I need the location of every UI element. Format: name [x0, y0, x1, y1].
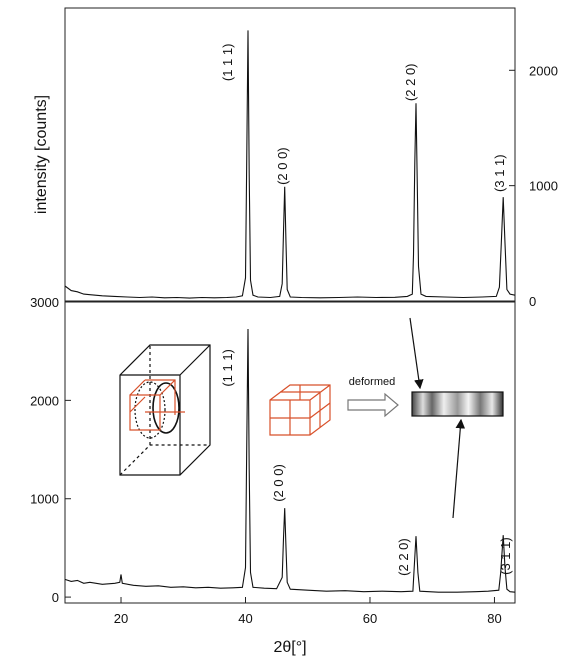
- y-tick-label: 3000: [30, 295, 59, 310]
- y-tick-label: 1000: [30, 492, 59, 507]
- peak-label: (3 1 1): [498, 537, 513, 575]
- y-tick-label: 0: [52, 590, 59, 605]
- plot-frame: [64, 301, 516, 604]
- line: [64, 328, 516, 593]
- peak-label: (1 1 1): [220, 44, 235, 82]
- y2-tick-label: 0: [529, 294, 536, 309]
- x-tick-label: 40: [238, 611, 252, 626]
- peak-label: (1 1 1): [220, 349, 235, 387]
- x-tick-label: 20: [114, 611, 128, 626]
- inset-label: deformed: [349, 376, 395, 388]
- y-axis-label: intensity [counts]: [33, 95, 50, 214]
- peak-label: (2 0 0): [271, 464, 286, 502]
- plot-frame: [64, 7, 516, 302]
- x-tick-label: 60: [363, 611, 377, 626]
- y2-tick-label: 1000: [529, 179, 558, 194]
- x-tick-label: 80: [487, 611, 501, 626]
- peak-label: (2 2 0): [396, 538, 411, 576]
- inset-diagram: [119, 317, 504, 519]
- peak-label: (3 1 1): [492, 154, 507, 192]
- peak-label: (2 2 0): [403, 63, 418, 101]
- y-tick-label: 2000: [30, 393, 59, 408]
- x-axis-label: 2θ[°]: [273, 639, 306, 656]
- peak-label: (2 0 0): [275, 147, 290, 185]
- line: [64, 30, 516, 299]
- y2-tick-label: 2000: [529, 63, 558, 78]
